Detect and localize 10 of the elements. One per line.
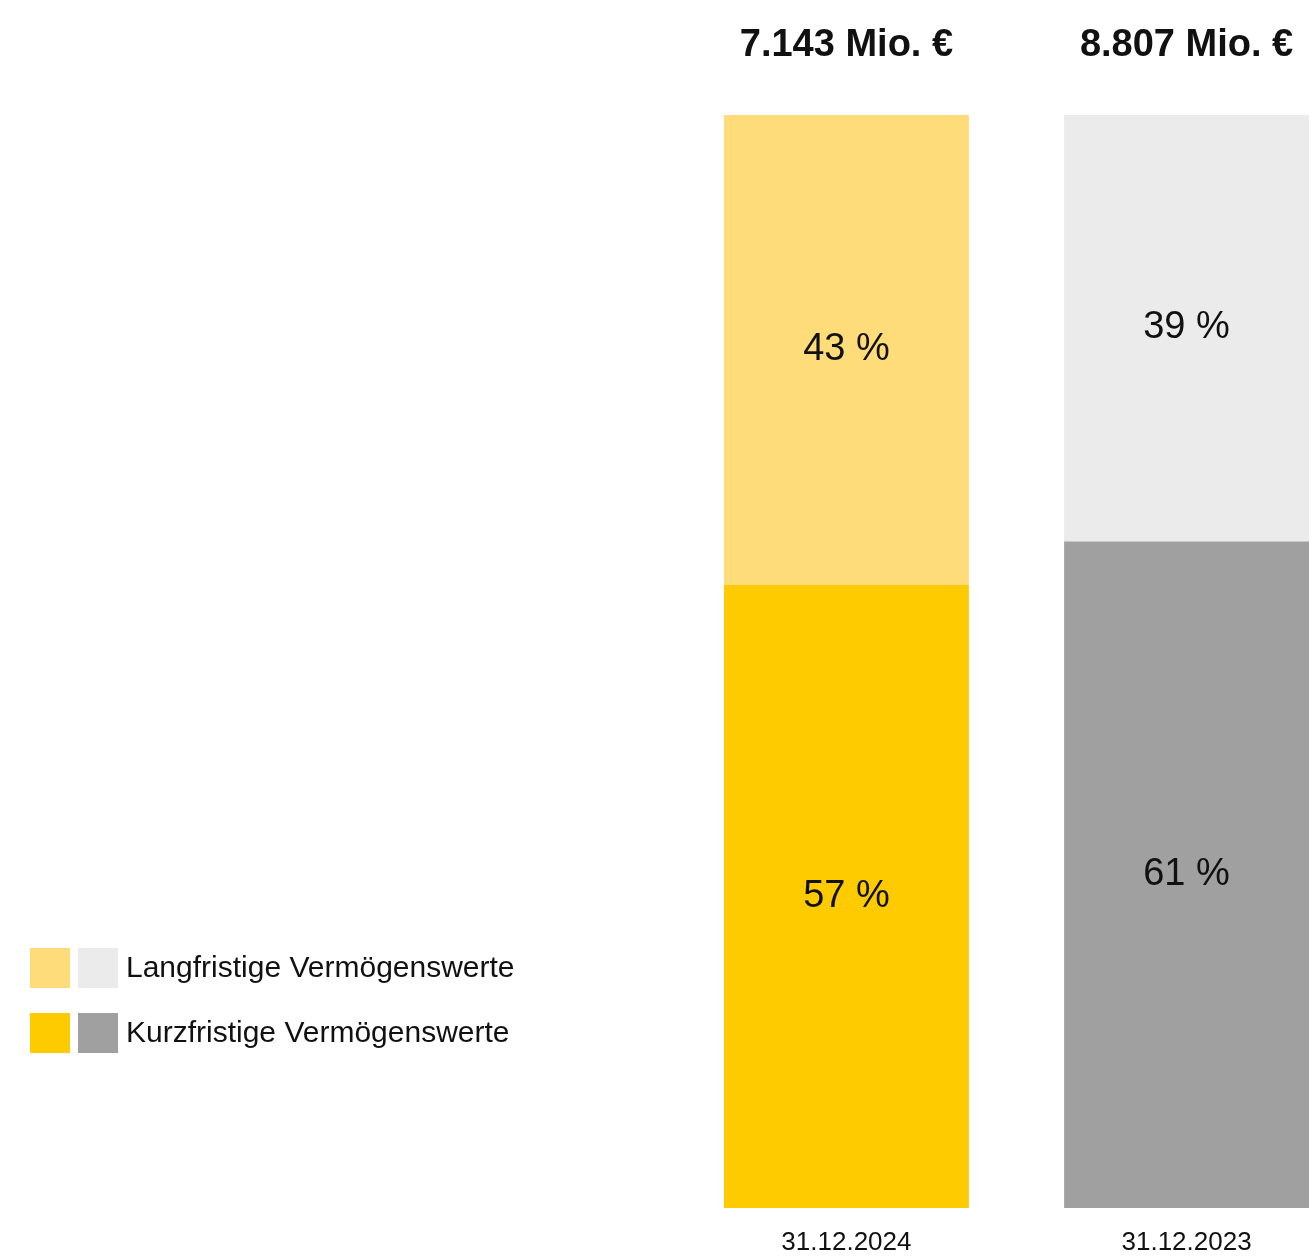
data-label: 39 % bbox=[1143, 304, 1230, 347]
annotation: 7.143 Mio. € bbox=[739, 22, 954, 64]
x-tick-label: 31.12.2023 bbox=[1121, 1226, 1252, 1256]
annotation: 8.807 Mio. € bbox=[1079, 22, 1294, 64]
legend-label: Langfristige Vermögenswerte bbox=[126, 949, 515, 983]
data-label: 57 % bbox=[803, 872, 890, 915]
legend-label: Kurzfristige Vermögenswerte bbox=[126, 1014, 510, 1048]
data-label: 61 % bbox=[1143, 850, 1230, 893]
x-tick-label: 31.12.2024 bbox=[781, 1226, 912, 1256]
data-label: 43 % bbox=[803, 326, 890, 369]
